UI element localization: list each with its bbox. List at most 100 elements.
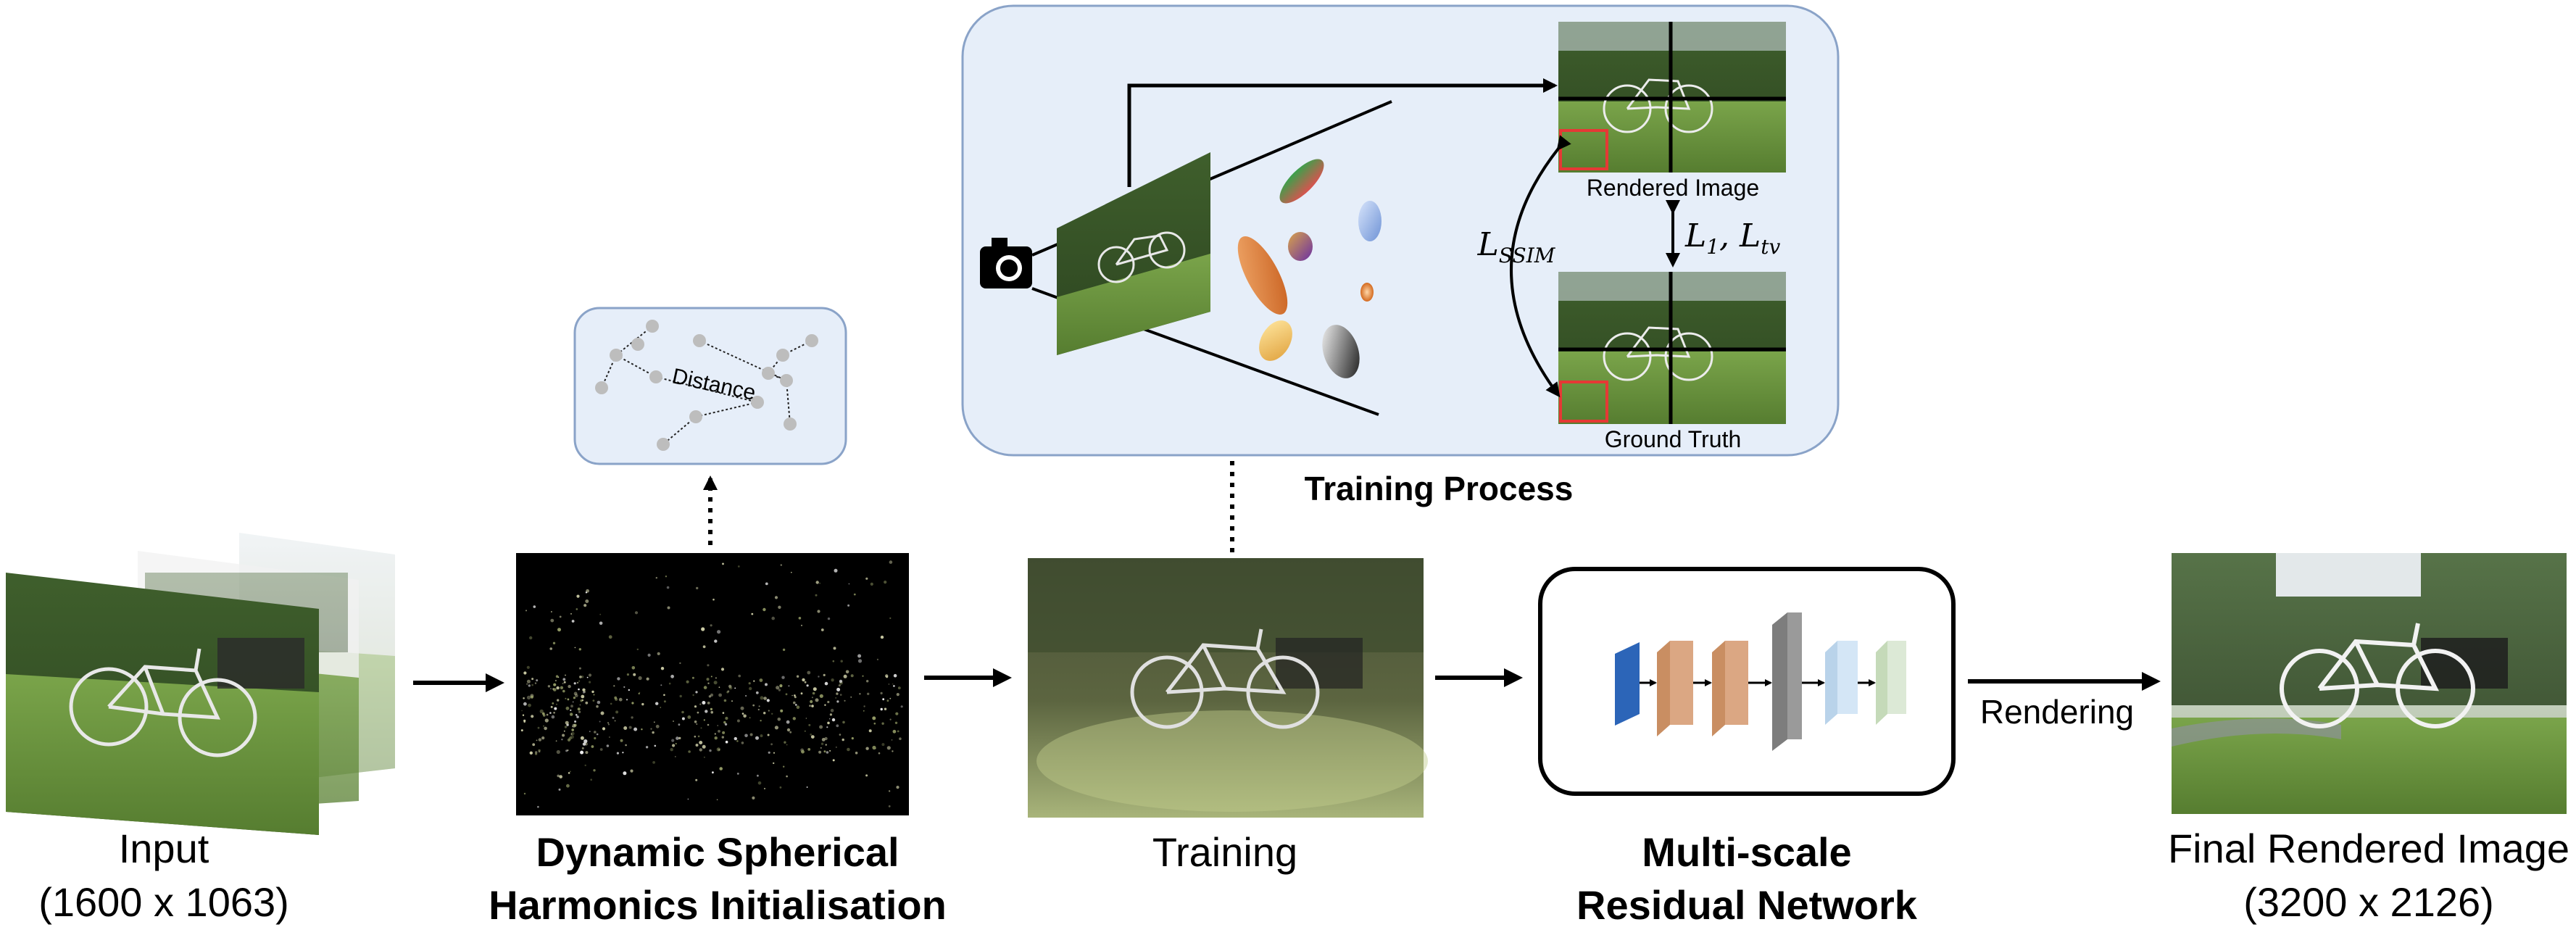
sparse-point (889, 560, 893, 564)
sparse-point (580, 699, 583, 702)
sparse-point (655, 577, 657, 579)
sparse-point (608, 635, 612, 639)
sparse-points (520, 560, 903, 808)
l1-symbol: L (1684, 217, 1706, 254)
sparse-point (613, 685, 615, 687)
sparse-point (827, 700, 830, 704)
sparse-point (578, 680, 581, 682)
sparse-point (599, 748, 603, 751)
sparse-point (718, 693, 722, 697)
sparse-point (722, 562, 724, 565)
sparse-point (660, 667, 665, 670)
sparse-point (752, 704, 755, 707)
sparse-point (805, 730, 806, 732)
sparse-point (571, 728, 574, 731)
sparse-point (681, 710, 684, 714)
sparse-point (859, 693, 861, 695)
sparse-point (623, 771, 627, 776)
sparse-point (626, 673, 630, 676)
sparse-point (829, 749, 831, 752)
sparse-point (720, 668, 725, 671)
sparse-point (819, 582, 821, 584)
sparse-point (714, 639, 718, 643)
sparse-point (556, 703, 557, 705)
sparse-point (786, 728, 791, 732)
sparse-point (863, 710, 865, 712)
sparse-point (828, 718, 831, 720)
sparse-point (716, 799, 718, 801)
sparse-point (792, 717, 797, 720)
sparse-point (543, 725, 544, 727)
training-process-title: Training Process (1305, 470, 1574, 507)
sparse-point (831, 718, 836, 722)
sparse-point (771, 713, 773, 715)
sparse-point (826, 726, 828, 728)
l1-tv-loss-label: L1, Ltv (1684, 217, 1781, 259)
sparse-point (824, 736, 828, 741)
sparse-point (536, 739, 538, 741)
sparse-point (593, 694, 595, 696)
input-image-stack (6, 533, 395, 835)
distance-edge (786, 380, 791, 425)
sparse-point (836, 687, 841, 691)
network-label-line1: Multi-scale (1642, 829, 1851, 875)
sparse-point (870, 582, 873, 586)
sparse-point (773, 752, 776, 754)
sparse-point (550, 618, 554, 623)
sparse-point (557, 699, 560, 702)
sparse-point (819, 694, 823, 698)
sparse-point (697, 735, 700, 738)
sparse-point (749, 733, 753, 736)
sparse-point (582, 688, 586, 691)
sparse-point (839, 694, 842, 696)
sparse-point (702, 744, 706, 749)
sparse-point (749, 717, 751, 719)
sparse-point (565, 706, 570, 710)
sparse-point (563, 681, 566, 684)
ground-truth-thumbnail (1558, 272, 1786, 424)
sparse-point (757, 774, 759, 777)
sparse-point (687, 798, 689, 800)
sparse-point (743, 714, 747, 718)
sparse-point (555, 675, 559, 678)
sparse-point (707, 682, 710, 684)
sparse-point (734, 736, 737, 741)
sparse-point (892, 683, 894, 685)
sparse-point (614, 720, 616, 722)
sparse-point (585, 751, 589, 755)
sparse-point (721, 736, 724, 739)
sparse-point (553, 688, 557, 691)
sparse-point (565, 697, 567, 699)
sparse-point (580, 736, 584, 740)
sparse-point (897, 730, 899, 733)
sparse-point (566, 784, 570, 788)
ground-truth-crop-box (1559, 381, 1608, 423)
sparse-point (676, 736, 679, 740)
sparse-point (568, 772, 570, 774)
sparse-point (771, 616, 775, 620)
sparse-point (843, 674, 847, 678)
sparse-point (589, 681, 591, 684)
sparse-point (594, 731, 597, 734)
sparse-point (707, 723, 710, 726)
sparse-point (523, 719, 526, 723)
loss-separator: , (1719, 217, 1740, 254)
sparse-point (778, 689, 781, 691)
sparse-point (591, 745, 594, 748)
sparse-point (638, 676, 642, 681)
sparse-point (657, 652, 660, 656)
sparse-point (526, 679, 531, 684)
sparse-point (764, 788, 765, 789)
distance-node (595, 381, 608, 394)
sparse-point (796, 705, 800, 709)
network-label-line2: Residual Network (1576, 882, 1918, 928)
sparse-point (570, 713, 573, 716)
ssim-loss-label: LSSIM (1477, 226, 1556, 267)
sparse-point (694, 720, 697, 723)
sparse-point (576, 715, 579, 718)
sparse-point (556, 749, 560, 755)
sparse-point (759, 678, 763, 682)
sparse-point (824, 704, 826, 706)
sparse-point (699, 748, 702, 752)
sparse-point (652, 731, 655, 734)
